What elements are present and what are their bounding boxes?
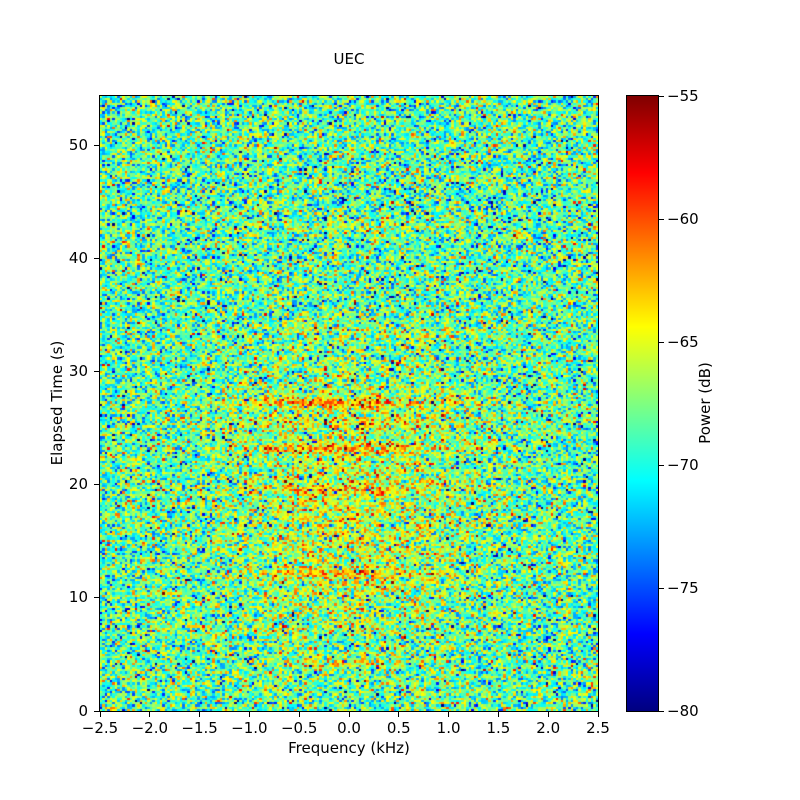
x-tick-label: −2.5 — [81, 719, 119, 737]
y-tick-mark — [94, 371, 99, 373]
colorbar-tick-label: −75 — [667, 578, 699, 597]
colorbar — [626, 95, 659, 712]
x-tick-mark — [99, 712, 101, 717]
colorbar-tick-mark — [659, 587, 664, 589]
y-tick-label: 30 — [68, 362, 88, 381]
x-tick-label: −0.5 — [280, 719, 318, 737]
x-tick-label: −1.0 — [231, 719, 268, 737]
y-tick-mark — [94, 597, 99, 599]
colorbar-label: Power (dB) — [696, 362, 714, 444]
y-axis-label: Elapsed Time (s) — [48, 340, 66, 466]
spectrogram-image — [100, 96, 598, 711]
x-tick-mark — [448, 712, 450, 717]
x-tick-mark — [348, 712, 350, 717]
y-tick-label: 40 — [68, 249, 88, 268]
colorbar-tick-mark — [659, 341, 664, 343]
colorbar-tick-label: −80 — [667, 701, 699, 720]
colorbar-tick-label: −60 — [667, 209, 699, 228]
colorbar-tick-mark — [659, 95, 664, 97]
x-tick-label: 0.0 — [337, 719, 361, 737]
y-tick-mark — [94, 145, 99, 147]
x-tick-mark — [199, 712, 201, 717]
y-tick-label: 20 — [68, 475, 88, 494]
y-tick-label: 10 — [68, 588, 88, 607]
y-tick-label: 50 — [68, 136, 88, 155]
x-tick-mark — [248, 712, 250, 717]
x-tick-label: 1.0 — [436, 719, 461, 737]
colorbar-tick-mark — [659, 710, 664, 712]
x-tick-mark — [597, 712, 599, 717]
y-tick-label: 0 — [78, 701, 88, 720]
x-tick-label: 1.5 — [486, 719, 511, 737]
x-tick-mark — [398, 712, 400, 717]
x-tick-label: 0.5 — [386, 719, 411, 737]
y-tick-mark — [94, 710, 99, 712]
x-tick-label: −2.0 — [131, 719, 169, 737]
y-tick-mark — [94, 258, 99, 260]
x-tick-mark — [149, 712, 151, 717]
colorbar-tick-mark — [659, 218, 664, 220]
colorbar-tick-label: −65 — [667, 332, 699, 351]
colorbar-tick-label: −55 — [667, 86, 699, 105]
colorbar-tick-label: −70 — [667, 455, 699, 474]
x-axis-label: Frequency (kHz) — [288, 739, 410, 757]
x-tick-mark — [298, 712, 300, 717]
y-tick-mark — [94, 484, 99, 486]
spectrogram-axes — [99, 95, 599, 712]
x-tick-mark — [547, 712, 549, 717]
x-tick-label: 2.0 — [536, 719, 561, 737]
colorbar-tick-mark — [659, 464, 664, 466]
x-tick-label: 2.5 — [586, 719, 610, 737]
plot-title: UEC — [333, 50, 365, 68]
x-tick-label: −1.5 — [181, 719, 218, 737]
x-tick-mark — [497, 712, 499, 717]
